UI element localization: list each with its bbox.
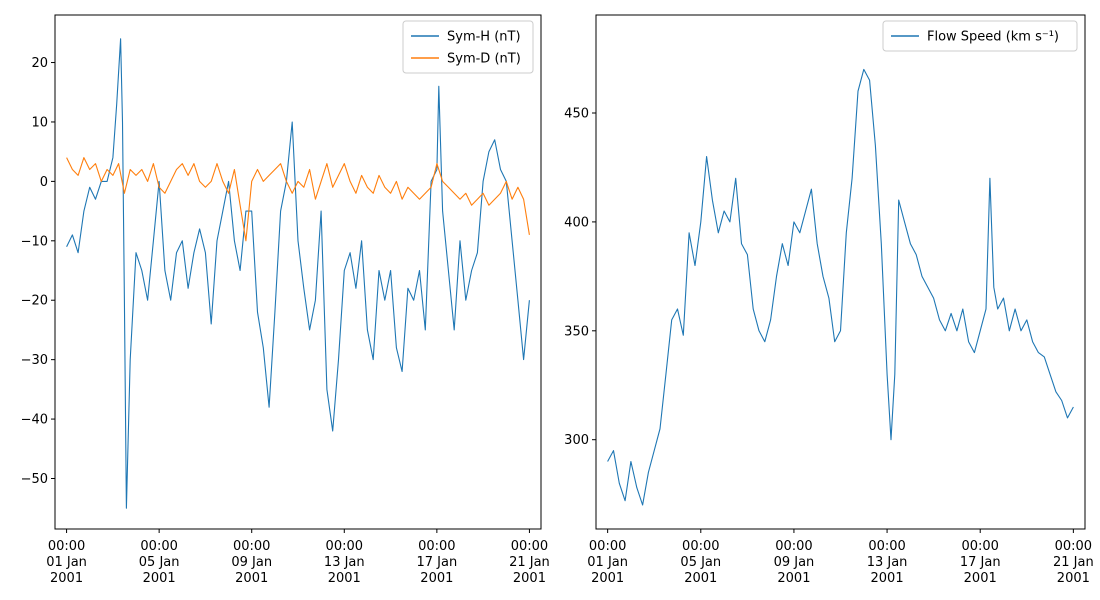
- series-line-1-0: [607, 68, 1074, 506]
- series-line-0-0: [66, 38, 530, 509]
- y-tick-label: 450: [564, 107, 589, 122]
- legend-label: Sym-D (nT): [447, 52, 521, 67]
- y-tick-label: 350: [564, 324, 589, 339]
- y-tick-label: −50: [21, 472, 48, 487]
- legend: Flow Speed (km s⁻¹): [882, 20, 1078, 52]
- x-tick-label: 00:00 13 Jan 2001: [867, 539, 908, 586]
- left-chart: −50 −40 −30 −20 −10 0 10 20 00:00 01 Jan 2001 00:00…: [21, 14, 550, 586]
- y-tick-label: −20: [21, 294, 48, 309]
- y-tick-label: 0: [40, 175, 48, 190]
- x-tick-label: 00:00 13 Jan 2001: [324, 539, 365, 586]
- x-tick-label: 00:00 21 Jan 2001: [1053, 539, 1094, 586]
- x-tick-label: 00:00 17 Jan 2001: [416, 539, 457, 586]
- y-tick-label: 10: [31, 115, 48, 130]
- y-tick-label: −10: [21, 234, 48, 249]
- x-tick-label: 00:00 01 Jan 2001: [46, 539, 87, 586]
- axes-frame-0: [54, 14, 542, 530]
- legend-label: Flow Speed (km s⁻¹): [927, 30, 1059, 45]
- legend-label: Sym-H (nT): [447, 30, 521, 45]
- x-tick-label: 00:00 05 Jan 2001: [680, 539, 721, 586]
- y-tick-label: 300: [564, 433, 589, 448]
- y-tick-label: −30: [21, 353, 48, 368]
- x-tick-label: 00:00 01 Jan 2001: [587, 539, 628, 586]
- x-tick-label: 00:00 05 Jan 2001: [139, 539, 180, 586]
- legend: Sym-H (nT) Sym-D (nT): [402, 20, 534, 74]
- x-tick-label: 00:00 09 Jan 2001: [231, 539, 272, 586]
- right-chart: 300 350 400 450 00:00 01 Jan 2001 00:00 05 Jan 20…: [564, 14, 1094, 586]
- x-tick-label: 00:00 21 Jan 2001: [509, 539, 550, 586]
- y-tick-label: 20: [31, 56, 48, 71]
- x-tick-label: 00:00 09 Jan 2001: [774, 539, 815, 586]
- series-line-0-1: [66, 157, 530, 242]
- y-tick-label: 400: [564, 215, 589, 230]
- axes-frame-1: [595, 14, 1086, 530]
- y-tick-label: −40: [21, 413, 48, 428]
- x-tick-label: 00:00 17 Jan 2001: [960, 539, 1001, 586]
